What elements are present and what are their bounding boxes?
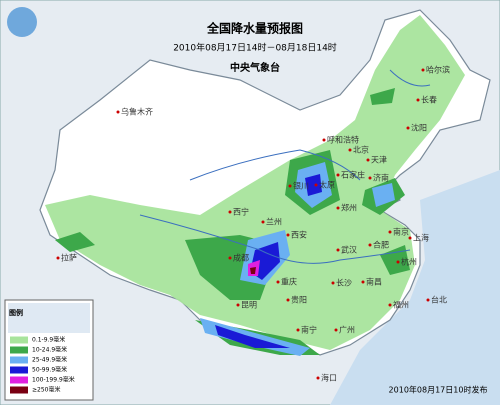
legend-label: 10-24.9毫米 — [32, 346, 67, 354]
city-dot — [421, 68, 425, 72]
city-dot — [286, 298, 290, 302]
city-dot — [228, 210, 232, 214]
city-dot — [368, 243, 372, 247]
legend-label: ≥250毫米 — [32, 386, 60, 394]
city-dot — [314, 183, 318, 187]
city-dot — [116, 110, 120, 114]
city-dot — [286, 233, 290, 237]
city-dot — [288, 184, 292, 188]
city-label: 广州 — [339, 325, 355, 335]
city-dot — [388, 230, 392, 234]
city-dot — [361, 280, 365, 284]
rain-heavy — [200, 162, 395, 356]
city-label: 杭州 — [401, 257, 417, 267]
city-label: 拉萨 — [61, 253, 77, 263]
city-label: 福州 — [393, 301, 409, 310]
city-dot — [406, 126, 410, 130]
city-dot — [331, 281, 335, 285]
rain-storm — [215, 174, 322, 348]
rivers — [139, 69, 431, 264]
city-label: 昆明 — [241, 301, 257, 310]
city-label: 呼和浩特 — [327, 135, 359, 145]
city-dot — [334, 328, 338, 332]
city-label: 武汉 — [341, 245, 357, 255]
city-label: 济南 — [373, 173, 389, 183]
city-label: 合肥 — [373, 240, 389, 250]
city-label: 哈尔滨 — [426, 65, 450, 75]
city-label: 兰州 — [266, 217, 282, 227]
city-label: 天津 — [371, 155, 387, 165]
issue-time: 2010年08月17日10时发布 — [389, 385, 488, 395]
legend-swatch — [10, 346, 28, 354]
city-dot — [416, 98, 420, 102]
city-label: 乌鲁木齐 — [121, 107, 153, 117]
city-label: 台北 — [431, 295, 447, 305]
legend-swatch — [10, 336, 28, 344]
map-issuer: 中央气象台 — [230, 61, 280, 74]
city-label: 重庆 — [281, 277, 297, 287]
city-label: 西安 — [291, 230, 307, 240]
sea — [330, 170, 500, 405]
city-dot — [336, 173, 340, 177]
legend-swatch — [10, 366, 28, 374]
legend-swatch — [10, 386, 28, 394]
city-label: 长春 — [421, 95, 437, 105]
city-label: 太原 — [319, 180, 335, 190]
city-label: 西宁 — [233, 207, 249, 217]
inset-map — [8, 303, 90, 333]
city-dot — [261, 220, 265, 224]
city-label: 成都 — [233, 253, 249, 263]
city-label: 长沙 — [336, 278, 352, 288]
city-label: 上海 — [413, 233, 429, 243]
legend-label: 100-199.9毫米 — [32, 376, 75, 384]
city-dot — [322, 138, 326, 142]
legend-swatch — [10, 356, 28, 364]
city-dot — [276, 280, 280, 284]
city-dot — [388, 303, 392, 307]
city-label: 南昌 — [366, 277, 382, 287]
map-period: 2010年08月17日14时－08月18日14时 — [173, 42, 337, 54]
city-dot — [426, 298, 430, 302]
city-dot — [368, 176, 372, 180]
city-label: 海口 — [321, 373, 337, 383]
city-label: 南宁 — [301, 325, 317, 335]
legend-label: 0.1-9.9毫米 — [32, 336, 65, 344]
city-dot — [348, 148, 352, 152]
legend-swatch — [10, 376, 28, 384]
city-dot — [236, 303, 240, 307]
city-label: 郑州 — [341, 203, 357, 213]
rain-extreme — [250, 267, 256, 274]
city-dot — [336, 248, 340, 252]
map-title: 全国降水量预报图 — [206, 21, 303, 36]
rain-moderate — [55, 88, 410, 355]
logo — [7, 7, 37, 37]
city-label: 南京 — [393, 227, 409, 237]
legend-label: 25-49.9毫米 — [32, 356, 67, 364]
city-dot — [366, 158, 370, 162]
legend-title: 图例 — [9, 308, 23, 317]
city-dot — [296, 328, 300, 332]
rain-light — [45, 15, 465, 350]
city-dot — [316, 376, 320, 380]
city-label: 沈阳 — [411, 123, 427, 133]
city-label: 北京 — [353, 145, 369, 155]
city-dot — [56, 256, 60, 260]
city-dot — [408, 236, 412, 240]
city-label: 贵阳 — [291, 295, 307, 305]
city-dot — [336, 206, 340, 210]
legend-label: 50-99.9毫米 — [32, 366, 67, 374]
city-dot — [228, 256, 232, 260]
city-label: 石家庄 — [341, 170, 365, 180]
city-dot — [396, 260, 400, 264]
legend: 图例 0.1-9.9毫米 10-24.9毫米 25-49.9毫米 50-99.9毫米 1… — [4, 299, 94, 401]
city-label: 银川 — [293, 181, 309, 191]
